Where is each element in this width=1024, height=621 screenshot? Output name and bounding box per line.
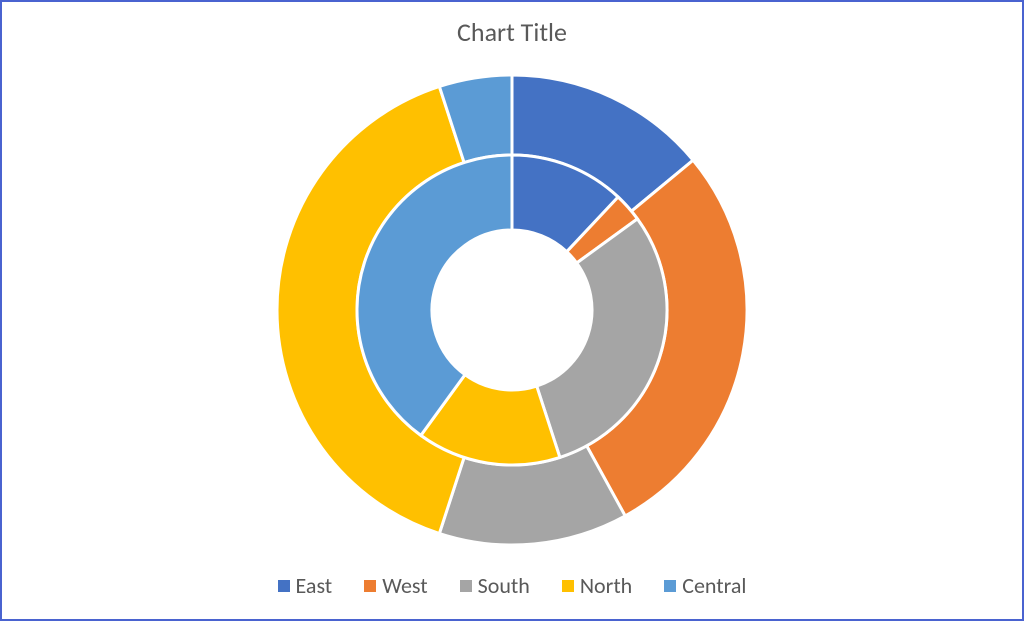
legend-item-west: West xyxy=(364,572,427,599)
legend-label: West xyxy=(382,572,427,599)
legend-label: North xyxy=(580,572,632,599)
chart-plot-area xyxy=(2,48,1022,572)
legend-label: East xyxy=(296,572,333,599)
legend-item-central: Central xyxy=(664,572,746,599)
legend-swatch-east xyxy=(278,580,290,592)
legend-item-east: East xyxy=(278,572,333,599)
chart-legend: East West South North Central xyxy=(278,572,747,599)
legend-swatch-central xyxy=(664,580,676,592)
legend-label: South xyxy=(478,572,530,599)
chart-frame: Chart Title East West South North Centra… xyxy=(0,0,1024,621)
legend-item-south: South xyxy=(460,572,530,599)
legend-label: Central xyxy=(682,572,746,599)
legend-swatch-north xyxy=(562,580,574,592)
legend-swatch-south xyxy=(460,580,472,592)
double-doughnut-chart xyxy=(252,60,772,560)
legend-item-north: North xyxy=(562,572,632,599)
chart-title: Chart Title xyxy=(457,16,567,48)
legend-swatch-west xyxy=(364,580,376,592)
